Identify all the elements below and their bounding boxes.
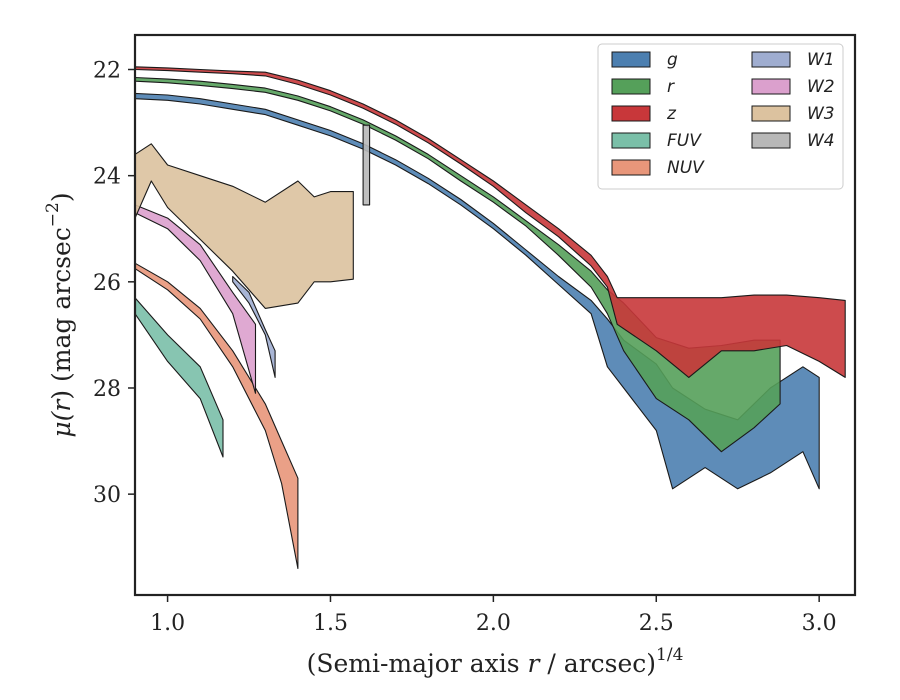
- legend-swatch-fuv: [611, 132, 651, 149]
- x-tick-label: 2.0: [476, 611, 511, 636]
- x-tick-label: 2.5: [639, 611, 674, 636]
- series-band-r: [134, 76, 781, 453]
- legend-label-z: z: [666, 104, 677, 124]
- series-band-w4: [362, 124, 371, 206]
- x-tick-label: 3.0: [802, 611, 837, 636]
- legend-swatch-g: [611, 51, 651, 68]
- x-axis-label: (Semi-major axis r / arcsec)1/4: [307, 645, 684, 678]
- y-tick-label: 22: [93, 59, 121, 84]
- y-tick-label: 26: [93, 271, 121, 296]
- series-band-w3: [134, 143, 354, 309]
- series-band-w2: [134, 204, 257, 394]
- series-band-fuv: [134, 297, 224, 458]
- plot-area: [134, 66, 846, 570]
- legend-label-g: g: [667, 50, 678, 70]
- y-axis: 22 24 26 28 30: [93, 59, 135, 508]
- series-band-z: [134, 66, 846, 378]
- legend-label-w2: W2: [807, 77, 835, 97]
- legend-swatch-z: [611, 105, 651, 122]
- legend-swatch-r: [611, 78, 651, 95]
- x-tick-label: 1.5: [313, 611, 348, 636]
- y-tick-label: 28: [93, 377, 121, 402]
- y-axis-label: μ(r) (mag arcsec−2): [43, 192, 76, 437]
- legend-label-w4: W4: [807, 131, 835, 151]
- legend-label-w1: W1: [807, 50, 835, 70]
- legend-swatch-w2: [751, 78, 791, 95]
- x-tick-label: 1.0: [150, 611, 185, 636]
- legend-label-r: r: [667, 77, 675, 97]
- x-axis: 1.0 1.5 2.0 2.5 3.0: [150, 595, 837, 636]
- series-band-w1: [232, 275, 276, 378]
- legend-label-fuv: FUV: [667, 131, 702, 151]
- legend: grz FUV NUV W1 W2 W3 W4: [597, 43, 844, 190]
- y-tick-label: 24: [93, 165, 121, 190]
- legend-swatch-w3: [751, 105, 791, 122]
- legend-swatch-w4: [751, 132, 791, 149]
- y-tick-label: 30: [93, 483, 121, 508]
- plot-frame: [133, 33, 857, 597]
- legend-swatch-nuv: [611, 159, 651, 176]
- legend-label-w3: W3: [807, 104, 835, 124]
- series-band-nuv: [134, 262, 299, 570]
- legend-swatch-w1: [751, 51, 791, 68]
- legend-label-nuv: NUV: [667, 158, 705, 178]
